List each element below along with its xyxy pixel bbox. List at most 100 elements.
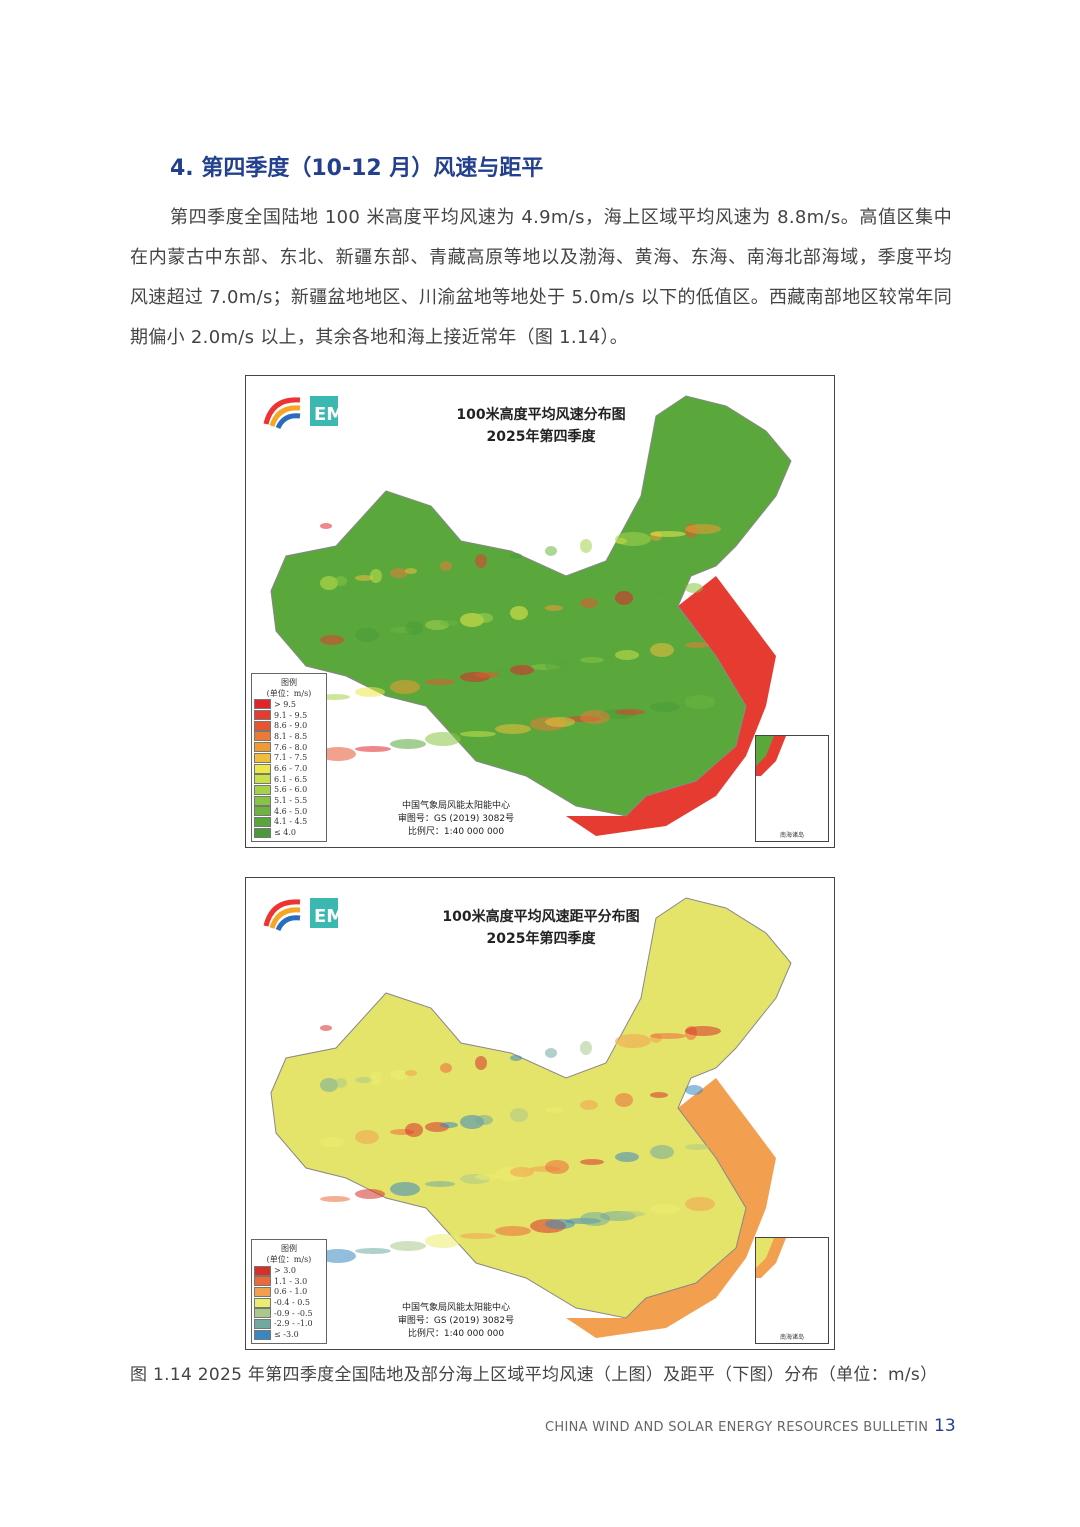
legend-item: ≤ 4.0 [254,827,324,838]
legend-swatch [254,699,271,710]
map-texture [615,1152,639,1162]
map-texture [685,642,709,648]
footer-title: CHINA WIND AND SOLAR ENERGY RESOURCES BU… [545,1420,929,1435]
map-texture [320,747,356,761]
map-texture [615,1093,633,1107]
map-texture [545,1219,575,1229]
map-texture [650,1145,674,1159]
inset-label: 南海诸岛 [779,1334,804,1341]
legend-swatch [254,795,271,806]
map-graphic [270,395,792,836]
legend-swatch [254,731,271,742]
map-texture [580,539,592,553]
map-texture [685,1197,715,1211]
legend-item: 5.6 - 6.0 [254,784,324,796]
legend-title: 图例 [281,1244,297,1254]
legend-item: ≤ -3.0 [254,1329,324,1340]
map-texture [615,709,645,715]
legend-label: 7.6 - 8.0 [274,742,308,752]
legend-swatch [254,752,271,763]
legend-item: 8.6 - 9.0 [254,720,324,731]
credit-scale: 比例尺：1:40 000 000 [407,1329,505,1339]
map-texture [650,531,686,537]
south-china-sea-inset: 南海诸岛 [755,1237,829,1344]
south-china-sea-inset: 南海诸岛 [755,735,829,842]
map-texture [650,643,674,657]
map-texture [685,695,715,709]
legend-item: -2.9 - -1.0 [254,1318,324,1330]
map-texture [685,1026,721,1036]
legend-label: 8.1 - 8.5 [274,731,308,741]
legend-label: > 3.0 [274,1266,296,1276]
map-texture [320,523,332,529]
legend-item: 0.6 - 1.0 [254,1286,324,1298]
section-heading: 4. 第四季度（10-12 月）风速与距平 [170,156,544,181]
map-texture [320,1249,356,1263]
legend-label: -0.4 - 0.5 [274,1298,310,1308]
map-texture [615,532,651,546]
legend-label: -2.9 - -1.0 [274,1319,313,1329]
legend-swatch [254,1297,271,1308]
map-texture [390,1182,420,1196]
legend-label: 0.6 - 1.0 [274,1287,308,1297]
map-texture [475,1174,499,1180]
wind-speed-map: EM 100米高度平均风速分布图 2025年第四季度 图例 (单位：m/s) >… [245,375,835,848]
legend-label: 6.6 - 7.0 [274,764,308,774]
map-title: 100米高度平均风速距平分布图 [442,909,640,925]
credit-approval: 审图号：GS (2019) 3082号 [397,1316,515,1326]
map-texture [510,665,534,675]
legend-swatch [254,816,271,827]
map-texture [335,576,347,586]
map-texture [510,606,528,620]
map-texture [320,1078,338,1092]
map-texture [335,1078,347,1088]
legend-title: 图例 [281,678,297,688]
map-texture [425,679,455,685]
map-texture [460,731,496,737]
map-texture [615,1211,645,1217]
credit-org: 中国气象局风能太阳能中心 [401,801,510,811]
map-texture [495,1226,531,1236]
map-texture [475,554,487,568]
map-graphic [270,897,792,1338]
map-texture [440,1122,458,1128]
map-texture [390,739,426,749]
svg-text:EM: EM [314,906,342,927]
legend-item: 5.1 - 5.5 [254,795,324,806]
legend-swatch [254,742,271,753]
map-texture [650,1033,686,1039]
map-texture [355,628,379,642]
legend-swatch [254,710,271,721]
map-texture [685,1085,703,1095]
legend-swatch [254,774,271,785]
map-texture [320,1196,350,1202]
map-texture [545,546,557,556]
map-texture [650,702,680,712]
sea-region [566,576,776,836]
legend-item: > 3.0 [254,1265,324,1276]
sea-region [566,1078,776,1338]
map-texture [440,1063,452,1073]
map-texture [370,569,382,583]
map-texture [510,553,522,559]
map-texture [475,1115,493,1125]
map-texture [320,1025,332,1031]
map-texture [355,1189,385,1199]
map-texture [580,710,610,724]
legend-item: > 9.5 [254,699,324,710]
map-texture [390,568,408,578]
map-texture [495,724,531,734]
legend-unit: (单位：m/s) [266,689,312,699]
map-texture [685,583,703,593]
map-texture [475,1056,487,1070]
legend-swatch [254,1318,271,1329]
legend-swatch [254,1308,271,1319]
map-texture [685,524,721,534]
map-texture [320,694,350,700]
map-texture [580,1212,610,1226]
legend-item: 7.1 - 7.5 [254,752,324,764]
map-texture [545,1107,563,1113]
map-texture [390,680,420,694]
body-paragraph: 第四季度全国陆地 100 米高度平均风速为 4.9m/s，海上区域平均风速为 8… [130,207,952,348]
